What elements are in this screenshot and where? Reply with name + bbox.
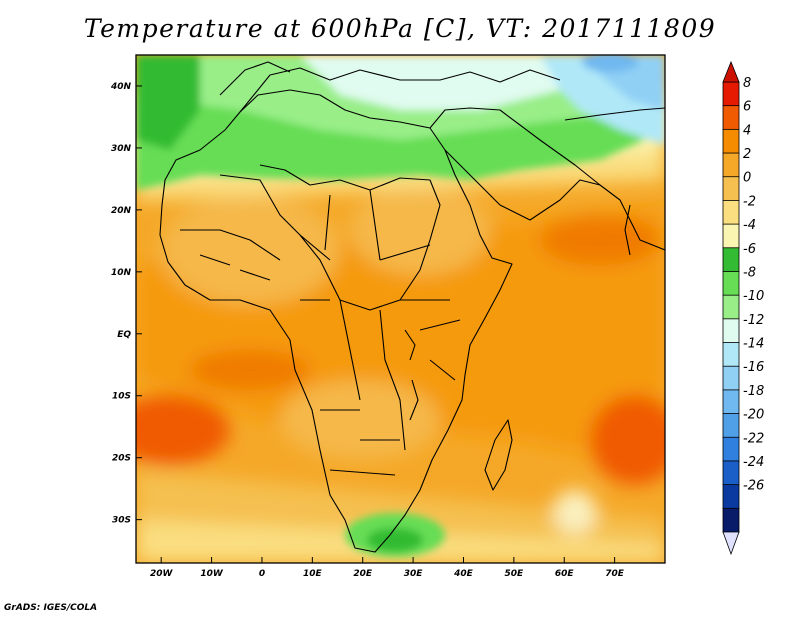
colorbar-swatch bbox=[722, 484, 740, 510]
lon-label: 10E bbox=[303, 569, 323, 579]
lat-label: 30S bbox=[112, 516, 131, 526]
colorbar-swatch bbox=[722, 176, 740, 202]
lon-label: 70E bbox=[605, 569, 625, 579]
colorbar-under-arrow bbox=[722, 531, 740, 556]
colorbar-swatch bbox=[722, 507, 740, 533]
lat-label: 20N bbox=[111, 206, 132, 216]
lon-label: 60E bbox=[555, 569, 575, 579]
colorbar-label: -6 bbox=[743, 242, 756, 257]
colorbar-swatch bbox=[722, 365, 740, 391]
colorbar-swatch bbox=[722, 128, 740, 154]
lon-label: 50E bbox=[505, 569, 525, 579]
colorbar-label: -16 bbox=[743, 360, 764, 375]
lat-label: EQ bbox=[117, 330, 131, 340]
lat-label: 40N bbox=[110, 82, 132, 92]
colorbar: 8 6 4 2 0 -2 -4 -6 -8 -10 -12 -14 -16 -18 -20 -22 -24 -26 bbox=[722, 60, 764, 556]
lon-label: 20E bbox=[353, 569, 373, 579]
colorbar-label: -2 bbox=[743, 194, 756, 209]
colorbar-label: -14 bbox=[743, 337, 764, 352]
colorbar-swatch bbox=[722, 413, 740, 438]
coastline-outline bbox=[159, 61, 665, 553]
colorbar-label: -22 bbox=[743, 431, 764, 446]
colorbar-swatch bbox=[722, 247, 740, 273]
credit-text: GrADS: IGES/COLA bbox=[4, 603, 98, 613]
colorbar-swatch bbox=[722, 105, 740, 131]
colorbar-swatch bbox=[722, 81, 740, 107]
colorbar-label: -10 bbox=[743, 289, 764, 304]
colorbar-swatch bbox=[722, 342, 740, 367]
colorbar-label: -20 bbox=[743, 408, 764, 423]
colorbar-swatch bbox=[722, 223, 740, 249]
lat-label: 10S bbox=[112, 392, 131, 402]
colorbar-swatch bbox=[722, 389, 740, 415]
chart-title: Temperature at 600hPa [C], VT: 201711180… bbox=[83, 14, 717, 43]
lon-label: 20W bbox=[150, 569, 174, 579]
lon-label: 10W bbox=[200, 569, 224, 579]
colorbar-label: -24 bbox=[743, 455, 764, 470]
colorbar-swatch bbox=[722, 152, 740, 178]
colorbar-label: 8 bbox=[743, 76, 751, 91]
colorbar-label: 6 bbox=[743, 100, 751, 115]
colorbar-label: 2 bbox=[743, 147, 751, 162]
lon-label: 40E bbox=[453, 569, 474, 579]
colorbar-swatch bbox=[722, 318, 740, 344]
colorbar-label: -18 bbox=[743, 384, 764, 399]
lat-label: 30N bbox=[111, 144, 132, 154]
lon-label: 0 bbox=[259, 569, 265, 579]
map-frame bbox=[135, 54, 666, 564]
lat-label: 20S bbox=[112, 454, 131, 464]
colorbar-label: -8 bbox=[743, 265, 756, 280]
colorbar-swatch bbox=[722, 271, 740, 296]
lon-label: 30E bbox=[404, 569, 424, 579]
colorbar-swatch bbox=[722, 294, 740, 320]
colorbar-label: -4 bbox=[743, 218, 756, 233]
temperature-field bbox=[136, 55, 665, 563]
colorbar-swatch bbox=[722, 436, 740, 462]
colorbar-swatch bbox=[722, 200, 740, 225]
colorbar-label: -12 bbox=[743, 313, 764, 328]
colorbar-over-arrow bbox=[722, 60, 740, 83]
colorbar-swatch bbox=[722, 460, 740, 486]
lat-label: 10N bbox=[111, 268, 132, 278]
colorbar-label: -26 bbox=[743, 479, 764, 494]
colorbar-label: 4 bbox=[743, 123, 751, 138]
colorbar-label: 0 bbox=[743, 171, 751, 186]
